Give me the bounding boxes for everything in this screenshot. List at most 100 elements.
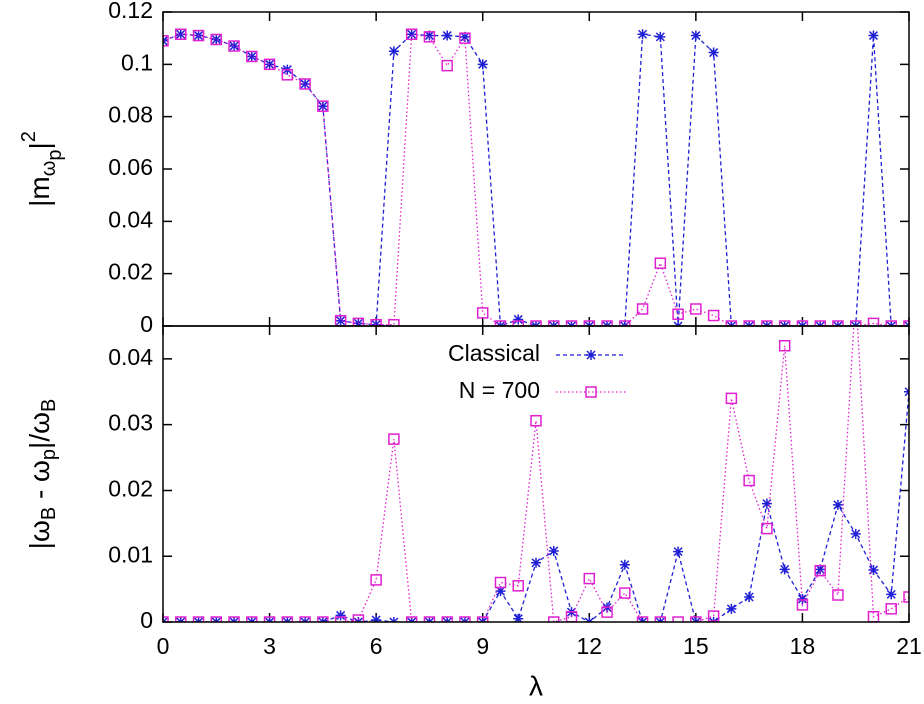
x-tick-label: 0	[157, 633, 170, 659]
square-marker	[565, 320, 578, 326]
y-tick-label: 0.01	[108, 541, 153, 567]
square-marker	[228, 616, 240, 622]
square-marker	[476, 616, 489, 622]
y-axis-label-part: p	[38, 449, 60, 460]
x-tick-label: 9	[476, 633, 489, 659]
asterisk-marker	[708, 47, 719, 58]
square-marker	[459, 616, 471, 622]
asterisk-marker	[335, 315, 346, 326]
square-marker	[530, 414, 542, 427]
plot-area	[163, 28, 909, 326]
square-marker	[654, 257, 667, 269]
square-marker	[761, 522, 773, 535]
x-tick-label: 18	[790, 633, 816, 659]
square-marker	[849, 320, 862, 326]
square-marker	[583, 572, 596, 585]
asterisk-marker	[371, 615, 382, 622]
asterisk-marker	[477, 59, 488, 70]
legend-marker	[585, 386, 597, 398]
asterisk-marker	[868, 30, 879, 41]
square-marker	[281, 69, 294, 81]
square-marker	[707, 610, 720, 622]
y-tick-label: 0.04	[108, 206, 153, 232]
square-marker	[423, 31, 436, 43]
square-marker	[778, 339, 791, 352]
asterisk-marker	[619, 559, 630, 570]
x-tick-label: 15	[683, 633, 709, 659]
y-tick-label: 0.12	[108, 0, 153, 23]
square-marker	[832, 589, 844, 601]
asterisk-marker	[175, 29, 186, 40]
square-marker	[851, 288, 861, 298]
asterisk-marker	[459, 31, 470, 42]
y-axis-label-part: p	[44, 150, 66, 161]
asterisk-marker	[246, 51, 257, 62]
square-marker	[814, 320, 826, 326]
y-axis-label-part: B	[38, 399, 60, 412]
square-marker	[885, 320, 897, 326]
asterisk-marker	[761, 498, 772, 509]
square-marker	[654, 616, 667, 622]
square-marker	[707, 309, 720, 322]
asterisk-marker	[868, 565, 879, 576]
square-marker	[192, 29, 205, 42]
y-axis-label-part: |m	[24, 176, 55, 207]
square-marker	[317, 100, 329, 112]
asterisk-marker	[815, 564, 826, 575]
asterisk-marker	[264, 59, 275, 70]
square-marker	[317, 616, 329, 622]
square-marker	[512, 320, 524, 326]
square-marker	[885, 603, 897, 615]
square-marker	[601, 606, 613, 618]
square-marker	[672, 308, 684, 320]
asterisk-marker	[371, 319, 382, 326]
y-tick-label: 0.04	[108, 344, 153, 370]
y-axis-label-part: B	[38, 507, 60, 520]
y-tick-label: 0	[140, 311, 153, 337]
y-tick-label: 0.06	[108, 154, 153, 180]
square-marker	[423, 616, 436, 622]
y-tick-label: 0	[140, 607, 153, 633]
square-marker	[725, 320, 738, 326]
legend-symbol	[586, 350, 596, 360]
plot-frame	[162, 325, 910, 623]
square-marker	[636, 616, 649, 622]
square-marker	[299, 616, 311, 622]
square-marker	[743, 320, 755, 326]
y-axis-label-part: 2	[18, 131, 40, 142]
y-tick-label: 0.08	[108, 102, 153, 128]
square-marker	[459, 32, 471, 44]
square-marker	[370, 574, 382, 586]
square-marker	[814, 564, 826, 577]
y-tick-label: 0.1	[121, 49, 153, 75]
asterisk-marker	[832, 499, 843, 510]
square-marker	[210, 33, 223, 46]
square-marker	[494, 320, 507, 326]
asterisk-marker	[229, 41, 240, 52]
square-marker	[210, 616, 223, 622]
asterisk-marker	[406, 29, 417, 40]
legend-label: N = 700	[459, 377, 540, 403]
square-marker	[175, 616, 187, 622]
y-tick-label: 0.02	[108, 259, 153, 285]
asterisk-marker	[531, 557, 541, 568]
square-marker	[672, 616, 684, 622]
y-axis-label: |mωp|2	[18, 131, 66, 207]
y-tick-label: 0.03	[108, 410, 153, 436]
legend-marker	[586, 350, 596, 360]
y-axis-label-part: |	[24, 142, 55, 149]
square-marker	[281, 616, 294, 622]
square-marker	[388, 318, 400, 326]
legend-label: Classical	[448, 340, 540, 366]
square-marker	[548, 320, 560, 326]
x-tick-label: 12	[576, 633, 602, 659]
asterisk-marker	[690, 30, 701, 41]
square-marker	[832, 320, 844, 326]
square-marker	[334, 616, 347, 622]
square-marker	[441, 59, 453, 72]
square-marker	[163, 35, 169, 47]
square-marker	[548, 616, 560, 622]
asterisk-marker	[513, 613, 524, 622]
square-marker	[796, 599, 809, 611]
